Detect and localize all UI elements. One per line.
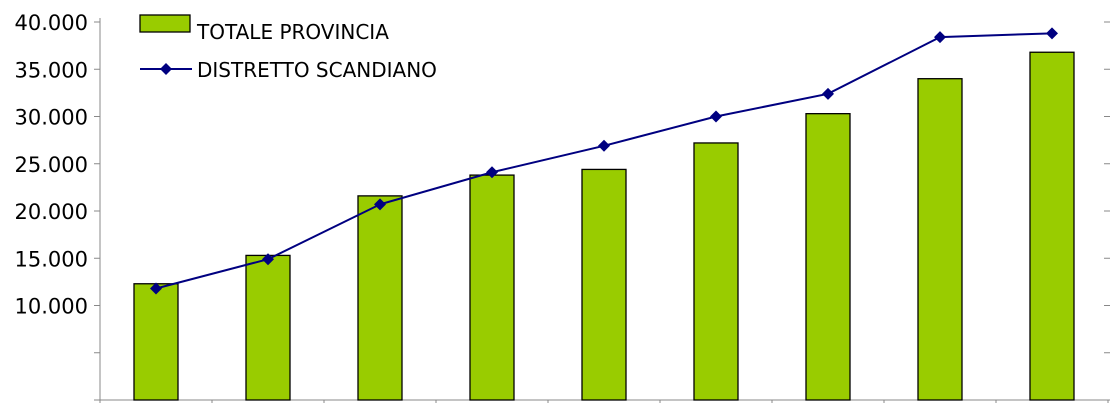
bar <box>581 168 627 401</box>
y-tick-label: 30.000 <box>15 106 88 130</box>
legend-label-totale-provincia: TOTALE PROVINCIA <box>196 20 389 44</box>
line-point-marker <box>262 253 274 266</box>
y-tick-label: 15.000 <box>15 247 88 271</box>
bar-series-totale-provincia <box>133 51 1075 401</box>
line-point-marker <box>1046 27 1058 40</box>
line-point-marker <box>374 198 386 211</box>
y-axis: 10.000 15.000 20.000 25.000 30.000 35.000 40.0… <box>15 11 101 401</box>
bar <box>1029 51 1075 401</box>
y-tick-label: 35.000 <box>15 58 88 82</box>
right-axis-ticks <box>1104 21 1110 401</box>
y-tick-label: 40.000 <box>15 11 88 35</box>
y-tick-label: 20.000 <box>15 200 88 224</box>
bar <box>469 174 515 401</box>
legend-marker-distretto-scandiano <box>160 63 172 75</box>
bar <box>693 142 739 401</box>
bar <box>805 113 851 401</box>
line-point-marker <box>150 282 162 295</box>
line-point-marker <box>598 139 610 152</box>
line-point-marker <box>710 110 722 123</box>
legend: TOTALE PROVINCIA DISTRETTO SCANDIANO <box>139 14 437 82</box>
line-point-marker <box>934 31 946 44</box>
legend-swatch-totale-provincia <box>139 14 191 33</box>
line-point-marker <box>822 87 834 100</box>
bar <box>357 195 403 401</box>
line-series-distretto-scandiano <box>150 27 1058 295</box>
bar <box>133 283 179 401</box>
legend-label-distretto-scandiano: DISTRETTO SCANDIANO <box>197 58 437 82</box>
bar <box>917 78 963 401</box>
y-tick-label: 10.000 <box>15 295 88 319</box>
line-point-marker <box>486 166 498 179</box>
bar <box>245 254 291 401</box>
y-tick-label: 25.000 <box>15 153 88 177</box>
